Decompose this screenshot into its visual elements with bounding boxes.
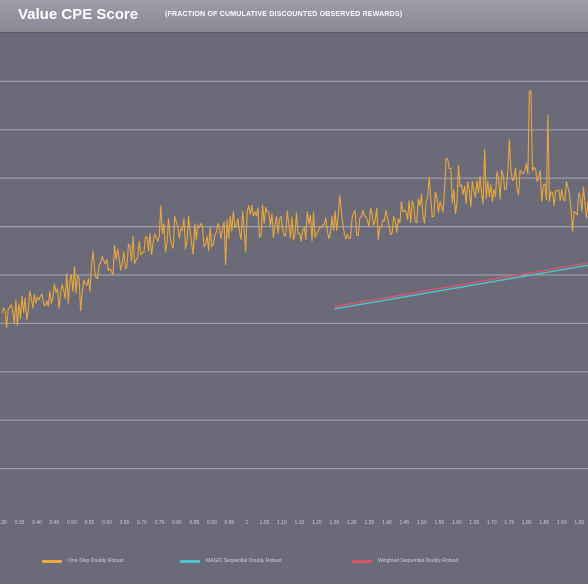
x-tick-label: 1.65 — [469, 520, 479, 526]
x-tick-label: 1.85 — [539, 520, 549, 526]
x-tick-label: 1.35 — [364, 520, 374, 526]
legend-label: MAGIC Sequential Doubly Robust — [206, 558, 282, 564]
x-tick-label: 0.45 — [50, 520, 60, 526]
chart-subtitle: (FRACTION OF CUMULATIVE DISCOUNTED OBSER… — [165, 11, 403, 18]
x-tick-label: 0.50 — [67, 520, 77, 526]
legend-item: MAGIC Sequential Doubly Robust — [180, 558, 282, 564]
x-tick-label: 1.75 — [504, 520, 514, 526]
x-tick-label: 0.75 — [155, 520, 165, 526]
x-tick-label: 1.05 — [260, 520, 270, 526]
legend-swatch — [42, 559, 62, 563]
legend-label: Weighted Sequential Doubly Robust — [378, 558, 459, 564]
x-tick-label: 0.70 — [137, 520, 147, 526]
x-tick-label: 1 — [246, 520, 249, 526]
x-tick-label: 0.60 — [102, 520, 112, 526]
x-tick-label: 0.55 — [85, 520, 95, 526]
x-tick-label: 1.40 — [382, 520, 392, 526]
x-tick-label: 0.85 — [190, 520, 200, 526]
chart-legend: One-Step Doubly Robust MAGIC Sequential D… — [0, 558, 588, 572]
x-tick-label: 1.25 — [329, 520, 339, 526]
chart-header: Value CPE Score (FRACTION OF CUMULATIVE … — [0, 0, 588, 33]
x-tick-label: 1.90 — [557, 520, 567, 526]
x-tick-label: 1.10 — [277, 520, 287, 526]
x-tick-label: 1.55 — [434, 520, 444, 526]
x-tick-label: 1.30 — [347, 520, 357, 526]
x-tick-label: 0.30 — [0, 520, 7, 526]
x-tick-label: 1.15 — [295, 520, 305, 526]
legend-item: Weighted Sequential Doubly Robust — [352, 558, 458, 564]
series-line-1 — [1, 90, 588, 329]
x-tick-label: 0.35 — [15, 520, 25, 526]
x-tick-label: 0.65 — [120, 520, 130, 526]
chart-plot-area: 0.30 0.35 0.40 0.45 0.50 0.55 0.60 0.65 0.70 0.75… — [0, 80, 588, 526]
series-line-3 — [334, 262, 588, 308]
x-tick-label: 1.45 — [399, 520, 409, 526]
x-tick-label: 0.80 — [172, 520, 182, 526]
legend-swatch — [352, 559, 372, 563]
series-line-2 — [334, 264, 588, 310]
legend-label: One-Step Doubly Robust — [68, 558, 124, 564]
legend-item: One-Step Doubly Robust — [42, 558, 124, 564]
x-tick-label: 1.60 — [452, 520, 462, 526]
x-tick-label: 0.90 — [207, 520, 217, 526]
legend-swatch — [180, 559, 200, 563]
x-tick-label: 1.80 — [522, 520, 532, 526]
chart-title: Value CPE Score — [18, 6, 139, 23]
x-tick-label: 1.50 — [417, 520, 427, 526]
x-tick-label: 0.95 — [225, 520, 235, 526]
x-tick-label: 1.20 — [312, 520, 322, 526]
x-tick-label: 1.95 — [574, 520, 584, 526]
x-tick-label: 1.70 — [487, 520, 497, 526]
x-tick-label: 0.40 — [32, 520, 42, 526]
